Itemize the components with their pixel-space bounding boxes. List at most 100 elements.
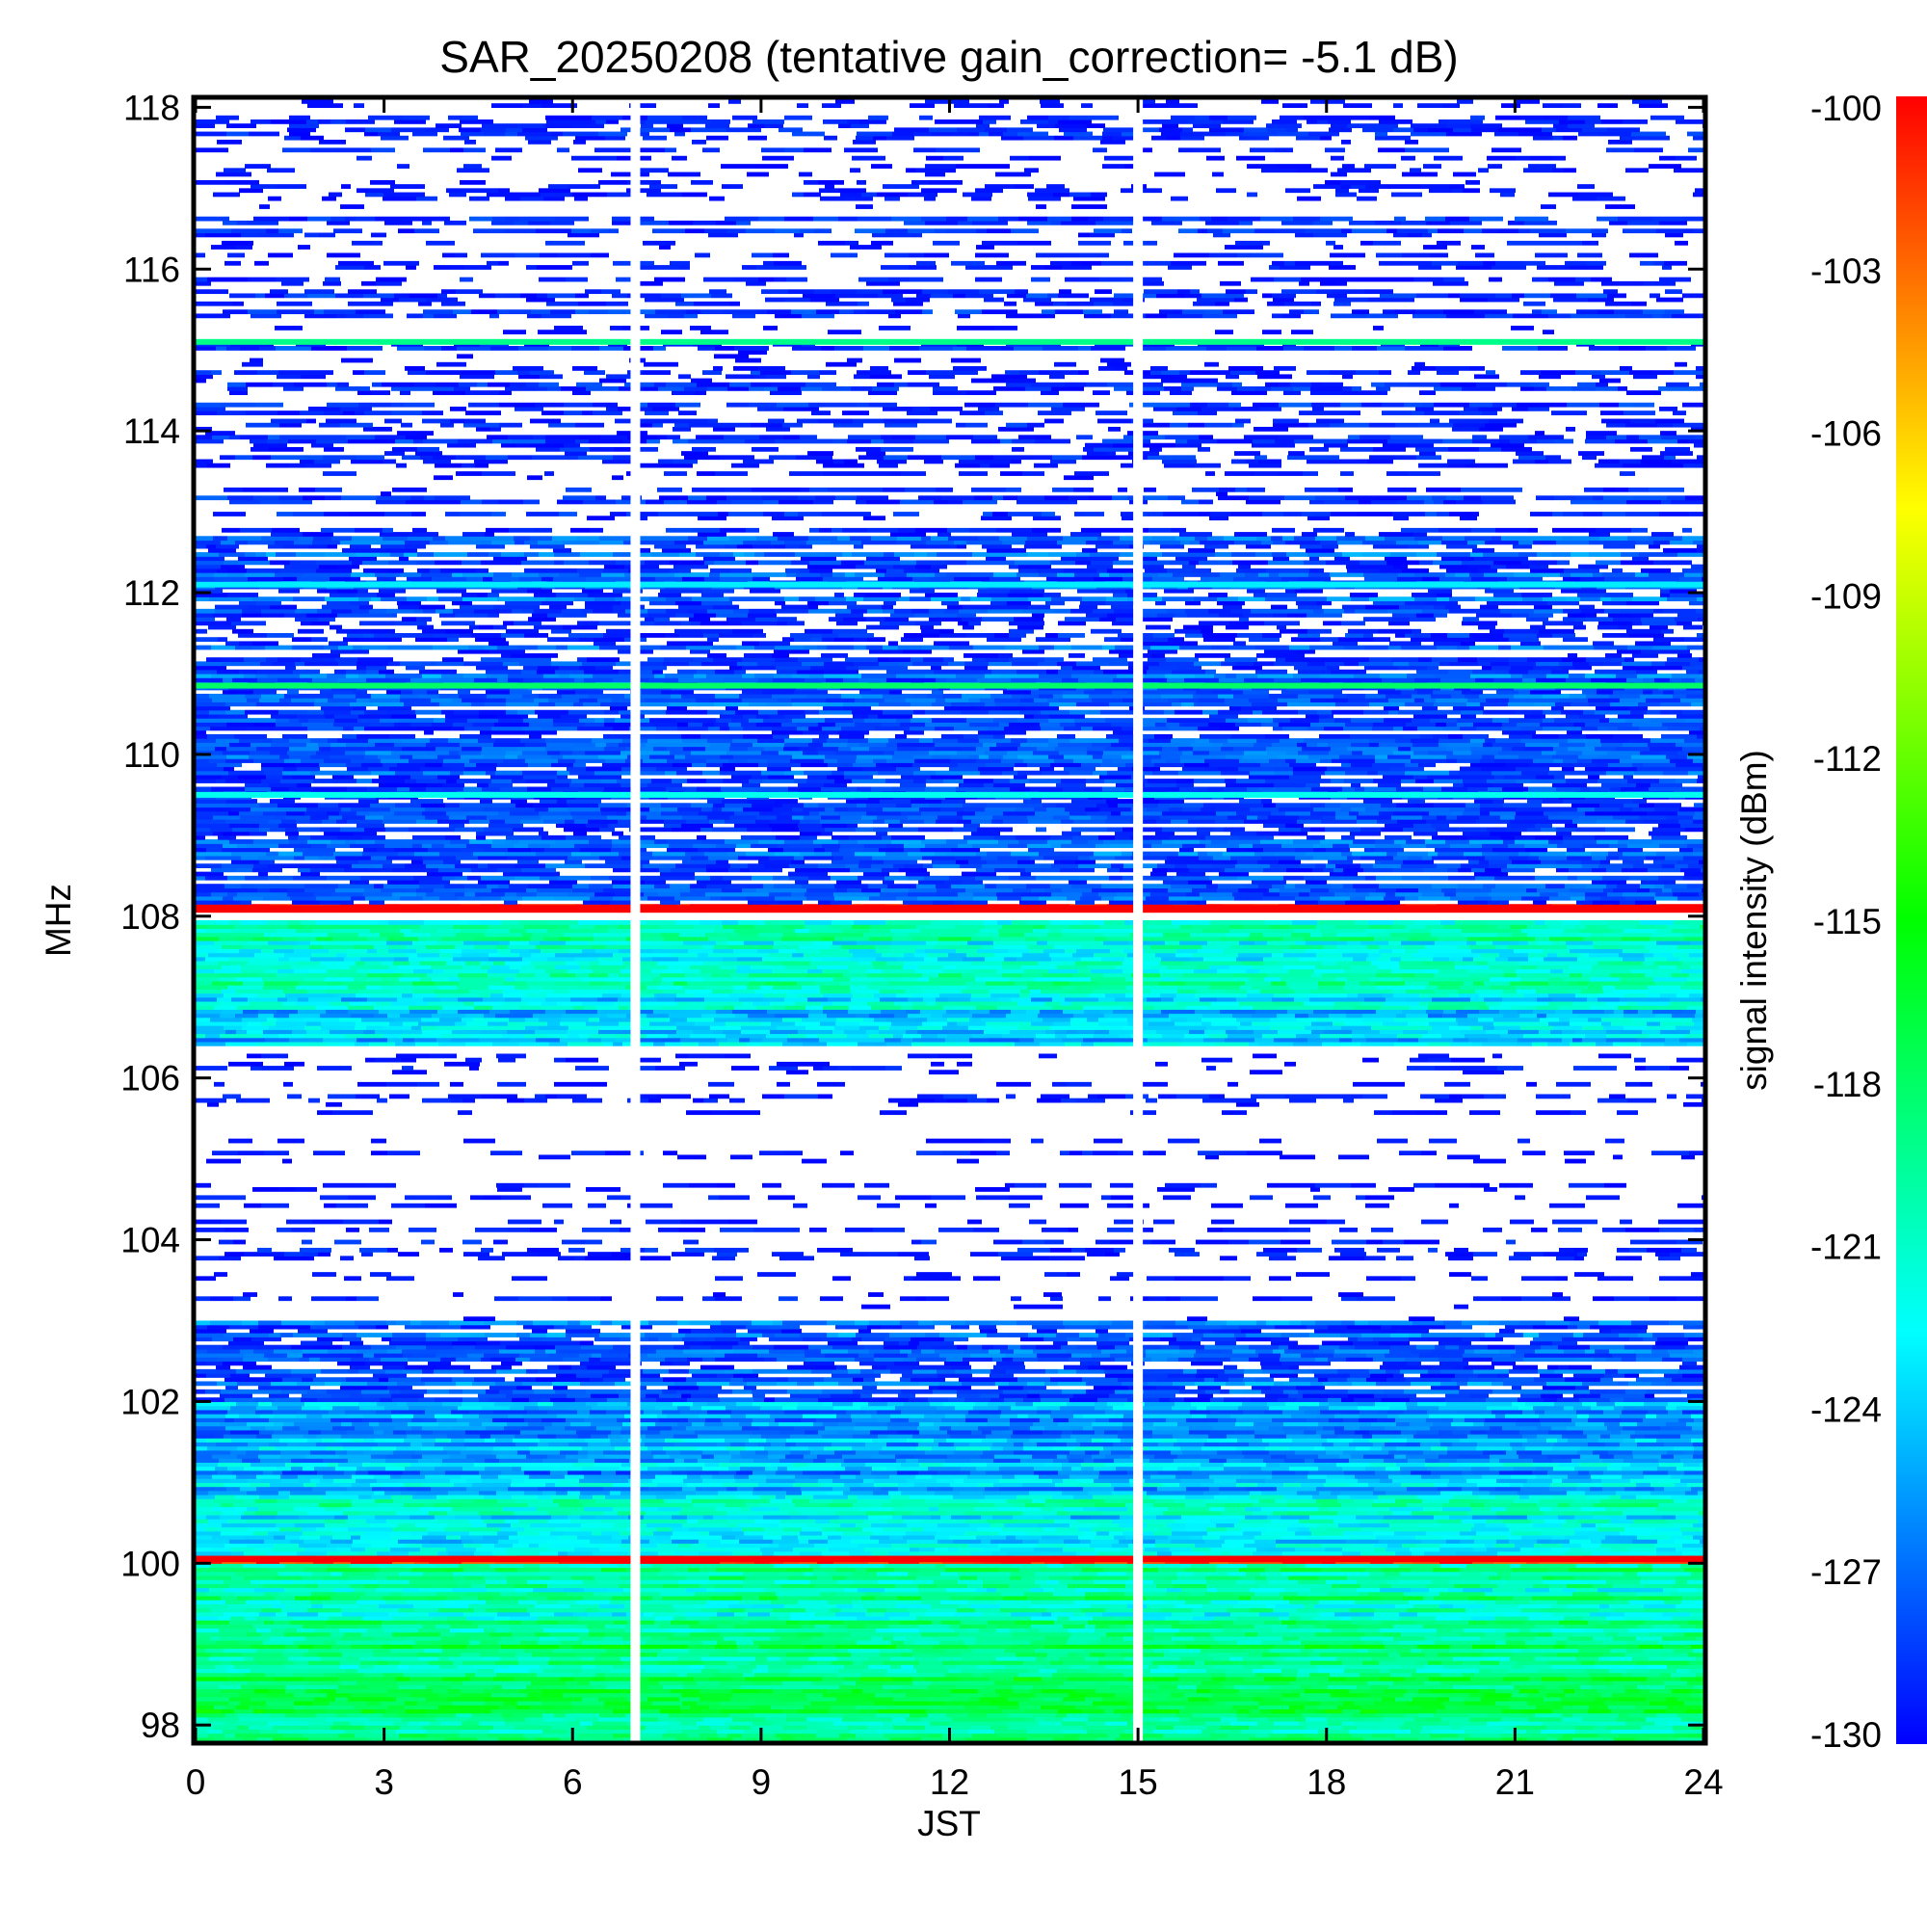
heatmap-cell	[752, 1681, 771, 1685]
heatmap-cell	[1580, 1636, 1593, 1641]
heatmap-cell	[670, 1693, 681, 1698]
heatmap-cell	[268, 1688, 285, 1693]
heatmap-cell	[641, 1632, 673, 1637]
heatmap-cell	[1415, 1535, 1441, 1540]
heatmap-cell	[662, 1648, 689, 1653]
heatmap-cell	[1236, 1482, 1257, 1487]
heatmap-cell	[922, 1519, 945, 1523]
heatmap-cell	[1684, 1568, 1703, 1573]
heatmap-cell	[706, 1543, 738, 1548]
heatmap-cell	[974, 1507, 999, 1512]
heatmap-cell	[1637, 1572, 1671, 1576]
heatmap-cell	[1154, 1454, 1177, 1459]
heatmap-cell	[928, 1713, 946, 1718]
heatmap-cell	[1097, 1572, 1126, 1576]
heatmap-cell	[954, 1478, 964, 1483]
heatmap-cell	[1601, 1478, 1630, 1483]
heatmap-cell	[392, 1653, 417, 1657]
heatmap-cell	[1357, 1507, 1389, 1512]
heatmap-cell	[1388, 1450, 1423, 1455]
heatmap-cell	[639, 1470, 672, 1475]
heatmap-cell	[1439, 1527, 1471, 1532]
heatmap-cell	[542, 1462, 572, 1467]
heatmap-cell	[1465, 1607, 1484, 1612]
heatmap-cell	[304, 1568, 327, 1573]
heatmap-cell	[1578, 1648, 1610, 1653]
heatmap-cell	[1175, 1632, 1210, 1637]
heatmap-cell	[498, 1474, 529, 1479]
heatmap-cell	[1250, 1607, 1273, 1612]
heatmap-cell	[547, 1596, 583, 1601]
heatmap-cell	[1288, 1575, 1306, 1580]
heatmap-cell	[1210, 1734, 1227, 1738]
heatmap-cell	[652, 1563, 666, 1568]
heatmap-cell	[1068, 1677, 1094, 1681]
heatmap-cell	[1307, 1535, 1325, 1540]
heatmap-cell	[252, 1636, 270, 1641]
heatmap-cell	[1326, 1579, 1357, 1584]
heatmap-cell	[1120, 1717, 1131, 1722]
heatmap-cell	[510, 1592, 527, 1597]
heatmap-cell	[1345, 1474, 1355, 1479]
heatmap-cell	[566, 1681, 577, 1685]
heatmap-cell	[1429, 1677, 1444, 1681]
heatmap-cell	[1358, 1648, 1368, 1653]
heatmap-cell	[835, 1511, 866, 1516]
heatmap-cell	[1002, 1708, 1026, 1713]
heatmap-cell	[1300, 1616, 1313, 1621]
heatmap-cell	[1002, 1527, 1032, 1532]
heatmap-cell	[1053, 1446, 1075, 1451]
heatmap-cell	[1484, 1648, 1511, 1653]
heatmap-cell	[1625, 1653, 1660, 1657]
heatmap-cell	[978, 1688, 995, 1693]
heatmap-cell	[743, 1579, 775, 1584]
heatmap-cell	[834, 1450, 856, 1455]
heatmap-cell	[1225, 1701, 1258, 1706]
heatmap-cell	[1148, 1673, 1175, 1678]
heatmap-cell	[780, 1656, 808, 1661]
heatmap-cell	[327, 1543, 352, 1548]
heatmap-cell	[806, 1522, 840, 1527]
heatmap-cell	[832, 1705, 856, 1709]
heatmap-cell	[865, 1697, 893, 1702]
heatmap-cell	[1664, 1442, 1693, 1446]
heatmap-cell	[271, 1653, 282, 1657]
heatmap-cell	[196, 1688, 221, 1693]
heatmap-cell	[244, 1575, 274, 1580]
heatmap-cell	[853, 1502, 871, 1507]
heatmap-cell	[1258, 1705, 1289, 1709]
heatmap-cell	[993, 1458, 1020, 1463]
heatmap-cell	[843, 1681, 856, 1685]
heatmap-cell	[710, 1616, 743, 1621]
heatmap-cell	[1683, 1535, 1693, 1540]
heatmap-cell	[1318, 1688, 1349, 1693]
heatmap-cell	[1155, 1450, 1171, 1455]
heatmap-cell	[327, 1563, 350, 1568]
heatmap-cell	[229, 1620, 264, 1625]
heatmap-cell	[1266, 1603, 1276, 1608]
heatmap-cell	[317, 1470, 344, 1475]
heatmap-cell	[468, 1527, 500, 1532]
heatmap-cell	[933, 1636, 961, 1641]
heatmap-cell	[219, 1458, 242, 1463]
heatmap-cell	[286, 1684, 304, 1689]
heatmap-cell	[363, 1438, 375, 1442]
heatmap-cell	[1050, 1660, 1063, 1665]
heatmap-cell	[743, 1583, 770, 1588]
heatmap-cell	[462, 1539, 473, 1544]
heatmap-cell	[941, 1693, 951, 1698]
heatmap-cell	[1620, 1502, 1636, 1507]
heatmap-cell	[1449, 1515, 1472, 1520]
heatmap-cell	[1069, 1693, 1088, 1698]
heatmap-cell	[493, 1446, 529, 1451]
heatmap-cell	[1495, 1487, 1520, 1492]
heatmap-cell	[339, 1628, 367, 1632]
heatmap-cell	[309, 1721, 333, 1726]
heatmap-cell	[1310, 1588, 1339, 1593]
heatmap-cell	[1552, 1478, 1562, 1483]
heatmap-cell	[896, 1458, 906, 1463]
heatmap-cell	[1640, 1681, 1664, 1685]
heatmap-cell	[770, 1624, 801, 1628]
heatmap-cell	[1070, 1515, 1091, 1520]
heatmap-cell	[1053, 1487, 1083, 1492]
